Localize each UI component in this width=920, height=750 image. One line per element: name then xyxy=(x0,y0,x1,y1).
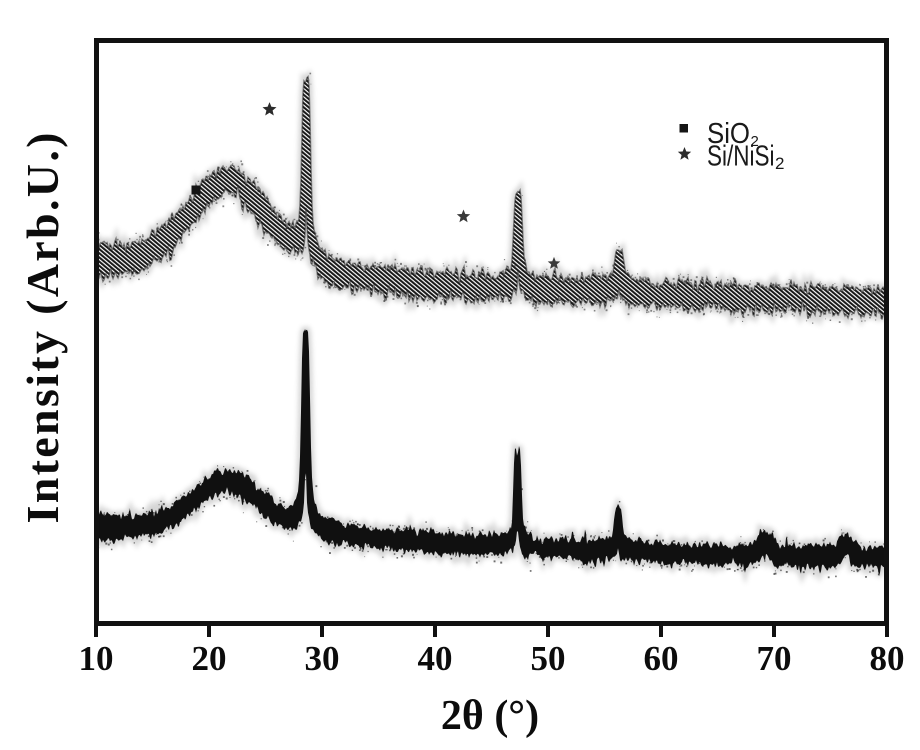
svg-text:SiO: SiO xyxy=(707,118,750,150)
svg-text:20: 20 xyxy=(192,639,227,678)
svg-text:30: 30 xyxy=(305,639,340,678)
svg-text:10: 10 xyxy=(79,639,114,678)
svg-text:2θ (°): 2θ (°) xyxy=(441,693,539,739)
svg-text:80: 80 xyxy=(870,639,905,678)
svg-text:40: 40 xyxy=(418,639,453,678)
svg-text:Intensity (Arb.U.): Intensity (Arb.U.) xyxy=(17,133,68,524)
svg-text:Si/NiSi: Si/NiSi xyxy=(707,141,775,173)
svg-text:50: 50 xyxy=(531,639,566,678)
svg-text:2: 2 xyxy=(775,154,784,173)
svg-text:2: 2 xyxy=(751,133,759,150)
svg-text:70: 70 xyxy=(757,639,792,678)
svg-text:60: 60 xyxy=(644,639,679,678)
